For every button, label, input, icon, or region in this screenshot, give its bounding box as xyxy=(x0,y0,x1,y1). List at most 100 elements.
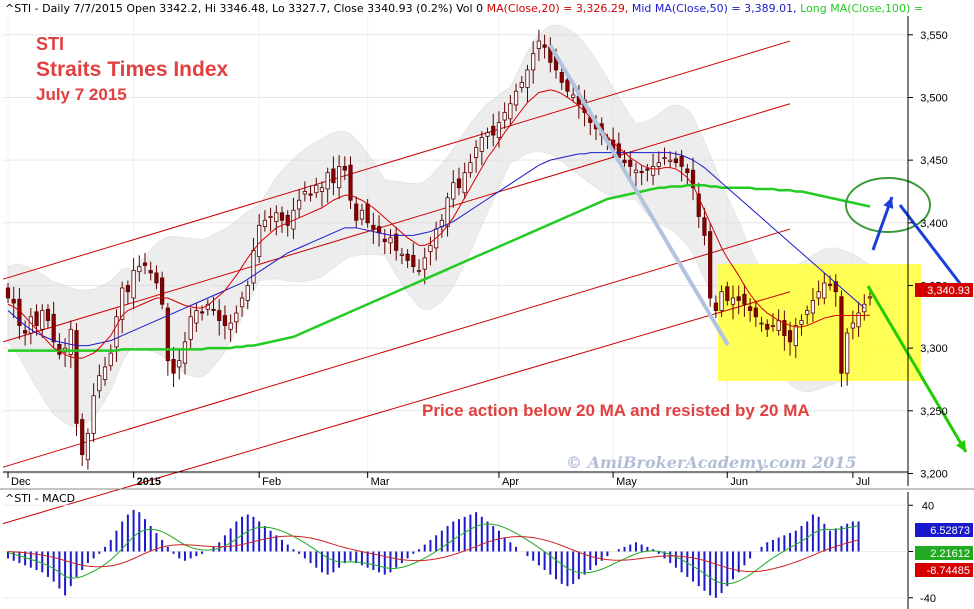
candle-body xyxy=(622,159,627,164)
candle-body xyxy=(251,249,256,284)
date-tick-label: Apr xyxy=(502,476,519,488)
candle-body xyxy=(639,171,644,174)
candle-body xyxy=(411,254,416,268)
candle-body xyxy=(793,325,798,347)
candle-body xyxy=(188,316,193,340)
candle-body xyxy=(810,300,816,314)
candle-body xyxy=(474,147,479,159)
candle-body xyxy=(194,310,199,324)
candle-body xyxy=(730,297,736,305)
candle-body xyxy=(850,322,855,329)
candle-body xyxy=(177,360,182,368)
candle-body xyxy=(753,307,758,318)
arrow-green-head xyxy=(956,440,966,452)
candle-body xyxy=(217,310,222,321)
candle-body xyxy=(365,203,370,224)
title-name: Straits Times Index xyxy=(36,58,229,81)
candle-body xyxy=(279,212,285,221)
price-tick-label: 3,450 xyxy=(920,155,948,167)
date-tick-label: 2015 xyxy=(137,476,161,488)
date-tick-label: Feb xyxy=(262,476,281,488)
candle-body xyxy=(239,297,245,308)
candle-body xyxy=(679,155,684,167)
macd-tag-box xyxy=(915,563,973,577)
candle-body xyxy=(376,226,382,234)
price-tick-label: 3,200 xyxy=(920,468,948,480)
title-ticker: STI xyxy=(36,34,64,54)
candle-body xyxy=(125,285,130,293)
candle-body xyxy=(262,219,267,227)
candle-body xyxy=(696,193,701,217)
arrow-green xyxy=(866,285,968,453)
candle-body xyxy=(479,137,484,152)
candle-body xyxy=(462,172,467,194)
price-tick-label: 3,400 xyxy=(920,218,948,230)
candle-body xyxy=(690,169,696,189)
date-tick-label: May xyxy=(616,476,637,488)
candle-body xyxy=(565,79,570,92)
ma20-line xyxy=(7,89,871,359)
candle-body xyxy=(628,159,633,167)
candle-body xyxy=(428,244,433,253)
candle-body xyxy=(274,212,279,222)
candle-body xyxy=(359,209,365,220)
channel-line xyxy=(2,291,791,525)
last-price-label: 3,340.93 xyxy=(927,285,970,297)
macd-tag-box xyxy=(915,523,973,537)
macd-gridlines xyxy=(3,504,908,599)
candle-body xyxy=(57,343,62,355)
macd-title: ^STI - MACD xyxy=(5,492,75,505)
candle-body xyxy=(468,162,473,174)
candle-body xyxy=(799,320,804,325)
candle-body xyxy=(519,82,524,88)
candle-body xyxy=(571,94,576,98)
candle-body xyxy=(833,281,838,293)
candle-body xyxy=(416,270,422,272)
candle-body xyxy=(748,306,753,311)
candle-body xyxy=(302,191,307,195)
price-pane xyxy=(3,16,908,486)
candle-body xyxy=(776,320,781,331)
candle-body xyxy=(513,90,519,106)
candle-body xyxy=(148,270,153,274)
candle-body xyxy=(394,233,399,251)
candle-body xyxy=(662,157,667,160)
date-tick-label: Jun xyxy=(730,476,748,488)
highlight-box xyxy=(718,264,921,381)
ohlc-header: ^STI - Daily 7/7/2015 Open 3342.2, Hi 33… xyxy=(5,2,923,15)
candle-body xyxy=(80,419,85,456)
date-tick-label: Jul xyxy=(856,476,870,488)
watermark: © AmiBrokerAcademy.com 2015 xyxy=(566,453,857,472)
candle-body xyxy=(456,178,462,189)
price-tick-label: 3,550 xyxy=(920,30,948,42)
candle-body xyxy=(245,285,250,301)
candle-body xyxy=(816,291,821,299)
candle-body xyxy=(765,323,770,330)
candle-body xyxy=(708,231,713,299)
candle-body xyxy=(11,298,16,304)
candle-body xyxy=(656,162,661,167)
candle-body xyxy=(525,69,530,88)
candle-body xyxy=(496,122,502,138)
candle-body xyxy=(736,296,741,301)
candle-body xyxy=(131,270,136,299)
price-tick-label: 3,250 xyxy=(920,406,948,418)
candle-body xyxy=(137,266,142,273)
price-tick-label: 3,500 xyxy=(920,92,948,104)
candle-body xyxy=(536,40,542,49)
candle-body xyxy=(502,112,507,121)
candle-body xyxy=(5,287,11,299)
candle-body xyxy=(199,311,205,314)
candle-body xyxy=(742,293,747,305)
candle-body xyxy=(268,216,273,218)
candle-body xyxy=(257,224,262,258)
macd-tag-label: -8.74485 xyxy=(927,565,970,577)
candle-body xyxy=(85,432,91,461)
candle-body xyxy=(485,132,490,137)
ma50-legend: Mid MA(Close,50) = 3,389.01, xyxy=(628,2,796,15)
candle-body xyxy=(165,307,170,362)
candle-body xyxy=(142,262,148,266)
candle-body xyxy=(348,164,353,201)
candle-body xyxy=(160,277,165,305)
